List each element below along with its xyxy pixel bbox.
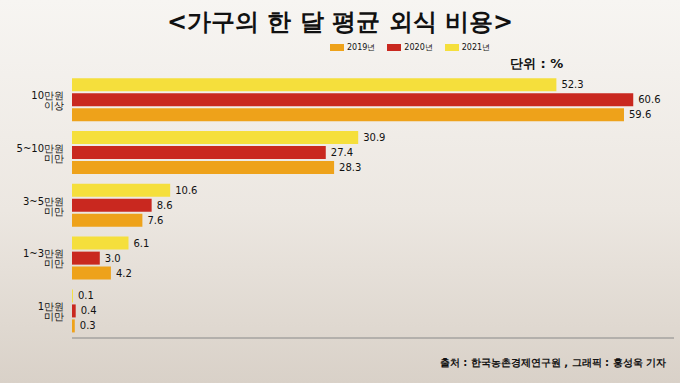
svg-text:0.1: 0.1 — [78, 290, 94, 301]
svg-text:0.3: 0.3 — [80, 320, 96, 331]
svg-text:6.1: 6.1 — [133, 238, 149, 249]
svg-text:27.4: 27.4 — [331, 147, 353, 158]
svg-text:5~10만원미만: 5~10만원미만 — [17, 143, 64, 164]
html-text:2019년: 2019년 — [347, 43, 376, 52]
html-text:2021년: 2021년 — [461, 43, 491, 52]
svg-text:52.3: 52.3 — [561, 79, 583, 90]
svg-text:1만원미만: 1만원미만 — [38, 301, 64, 322]
svg-text:10만원이상: 10만원이상 — [31, 90, 64, 111]
html-text:출처 : 한국농촌경제연구원 , 그래픽 : 홍성욱 기자: 출처 : 한국농촌경제연구원 , 그래픽 : 홍성욱 기자 — [439, 357, 666, 368]
svg-text:10.6: 10.6 — [175, 185, 197, 196]
svg-text:0.4: 0.4 — [81, 305, 97, 316]
svg-text:3~5만원미만: 3~5만원미만 — [23, 196, 64, 217]
svg-text:8.6: 8.6 — [157, 200, 173, 211]
html-text:단위 : %: 단위 : % — [510, 56, 564, 71]
svg-text:59.6: 59.6 — [629, 109, 651, 120]
html-text:2020년: 2020년 — [404, 43, 433, 52]
svg-text:4.2: 4.2 — [116, 268, 132, 279]
svg-text:3.0: 3.0 — [105, 253, 121, 264]
html-text:<가구의 한 달 평균 외식 비용>: <가구의 한 달 평균 외식 비용> — [167, 8, 513, 36]
svg-text:1~3만원미만: 1~3만원미만 — [23, 248, 64, 269]
svg-text:28.3: 28.3 — [339, 162, 361, 173]
svg-text:7.6: 7.6 — [147, 215, 163, 226]
svg-text:30.9: 30.9 — [363, 132, 385, 143]
svg-text:60.6: 60.6 — [638, 94, 660, 105]
